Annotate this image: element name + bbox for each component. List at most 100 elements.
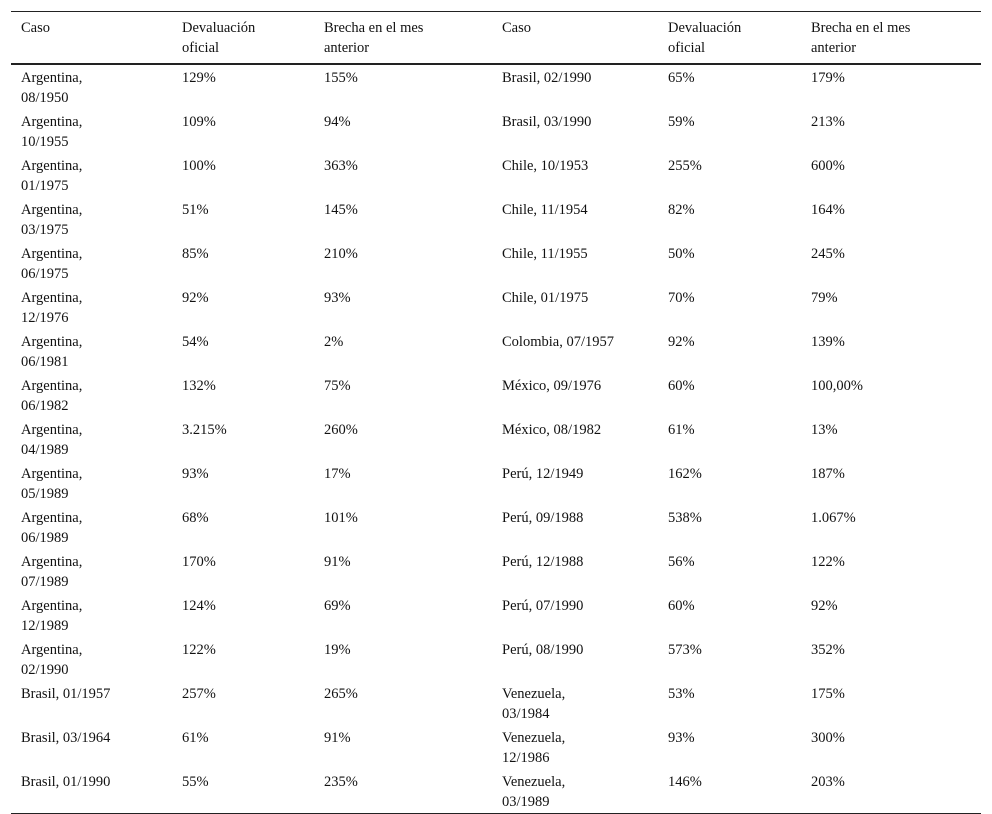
table-cell: Argentina, 08/1950 [21, 70, 83, 106]
table-cell: 129% [182, 70, 216, 86]
table-cell: 203% [811, 774, 845, 790]
table-cell: Argentina, 06/1975 [21, 246, 83, 282]
table-cell: Perú, 08/1990 [502, 642, 584, 658]
table-cell: 122% [182, 642, 216, 658]
table-cell: 79% [811, 290, 838, 306]
page: Caso Devaluación oficial Brecha en el mes … [11, 11, 981, 814]
table-cell: 54% [182, 334, 209, 350]
table-row: Argentina, 10/1955 109% 94% Brasil, 03/1990… [11, 109, 981, 153]
table-cell: 213% [811, 114, 845, 130]
table-cell: 210% [324, 246, 358, 262]
table-cell: Chile, 01/1975 [502, 290, 589, 306]
table-cell: 146% [668, 774, 702, 790]
table-cell: 92% [668, 334, 695, 350]
table-row: Argentina, 12/1989 124% 69% Perú, 07/1990 60… [11, 593, 981, 637]
table-cell: 260% [324, 422, 358, 438]
table-cell: 19% [324, 642, 351, 658]
table-cell: 92% [811, 598, 838, 614]
table-cell: Brasil, 03/1990 [502, 114, 592, 130]
table-cell: 109% [182, 114, 216, 130]
header-cell: Brecha en el mes anterior [801, 11, 981, 65]
table-cell: Perú, 09/1988 [502, 510, 584, 526]
table-cell: 122% [811, 554, 845, 570]
table-cell: Brasil, 01/1990 [21, 774, 111, 790]
table-cell: 93% [324, 290, 351, 306]
table-cell: Argentina, 10/1955 [21, 114, 83, 150]
table-cell: 53% [668, 686, 695, 702]
table-cell: Perú, 12/1949 [502, 466, 584, 482]
table-row: Argentina, 03/1975 51% 145% Chile, 11/1954 8… [11, 197, 981, 241]
table-cell: 1.067% [811, 510, 856, 526]
table-cell: Perú, 12/1988 [502, 554, 584, 570]
table-cell: 60% [668, 378, 695, 394]
table-cell: 101% [324, 510, 358, 526]
table-cell: 538% [668, 510, 702, 526]
table-cell: 51% [182, 202, 209, 218]
header-row: Caso Devaluación oficial Brecha en el mes … [11, 11, 981, 65]
table-cell: 255% [668, 158, 702, 174]
table-cell: 60% [668, 598, 695, 614]
table-cell: 124% [182, 598, 216, 614]
table-cell: 100% [182, 158, 216, 174]
table-row: Argentina, 08/1950 129% 155% Brasil, 02/199… [11, 64, 981, 109]
table-cell: Argentina, 07/1989 [21, 554, 83, 590]
table-cell: 68% [182, 510, 209, 526]
table-row: Argentina, 02/1990 122% 19% Perú, 08/1990 57… [11, 637, 981, 681]
table-cell: Venezuela, 03/1984 [502, 686, 566, 722]
table-cell: Chile, 10/1953 [502, 158, 589, 174]
table-cell: Argentina, 01/1975 [21, 158, 83, 194]
table-cell: Argentina, 06/1982 [21, 378, 83, 414]
data-table: Caso Devaluación oficial Brecha en el mes … [11, 11, 981, 814]
table-header: Caso Devaluación oficial Brecha en el mes … [11, 11, 981, 65]
table-cell: 139% [811, 334, 845, 350]
table-cell: 145% [324, 202, 358, 218]
table-cell: 100,00% [811, 378, 863, 394]
table-cell: 265% [324, 686, 358, 702]
table-cell: Colombia, 07/1957 [502, 334, 614, 350]
header-cell: Caso [492, 11, 658, 65]
table-cell: 164% [811, 202, 845, 218]
header-cell: Brecha en el mes anterior [314, 11, 492, 65]
table-cell: Argentina, 12/1989 [21, 598, 83, 634]
table-cell: 3.215% [182, 422, 227, 438]
table-cell: 170% [182, 554, 216, 570]
table-cell: Argentina, 04/1989 [21, 422, 83, 458]
table-cell: 50% [668, 246, 695, 262]
table-cell: 600% [811, 158, 845, 174]
table-cell: 94% [324, 114, 351, 130]
table-cell: 59% [668, 114, 695, 130]
header-cell: Devaluación oficial [172, 11, 314, 65]
table-cell: 61% [668, 422, 695, 438]
table-cell: 91% [324, 730, 351, 746]
table-cell: 175% [811, 686, 845, 702]
table-cell: 17% [324, 466, 351, 482]
table-cell: 93% [668, 730, 695, 746]
table-row: Brasil, 01/1957 257% 265% Venezuela, 03/198… [11, 681, 981, 725]
table-row: Argentina, 06/1975 85% 210% Chile, 11/1955 5… [11, 241, 981, 285]
table-row: Argentina, 06/1989 68% 101% Perú, 09/1988 53… [11, 505, 981, 549]
table-cell: 61% [182, 730, 209, 746]
header-cell: Caso [11, 11, 172, 65]
table-cell: 573% [668, 642, 702, 658]
table-row: Argentina, 07/1989 170% 91% Perú, 12/1988 56… [11, 549, 981, 593]
table-cell: Argentina, 06/1981 [21, 334, 83, 370]
table-cell: 235% [324, 774, 358, 790]
table-cell: 2% [324, 334, 344, 350]
table-cell: Chile, 11/1955 [502, 246, 588, 262]
table-body: Argentina, 08/1950 129% 155% Brasil, 02/199… [11, 64, 981, 814]
table-cell: Venezuela, 03/1989 [502, 774, 566, 810]
table-cell: Perú, 07/1990 [502, 598, 584, 614]
table-cell: 93% [182, 466, 209, 482]
table-cell: 155% [324, 70, 358, 86]
table-row: Brasil, 03/1964 61% 91% Venezuela, 12/1986 9… [11, 725, 981, 769]
table-cell: 56% [668, 554, 695, 570]
table-cell: Argentina, 05/1989 [21, 466, 83, 502]
table-cell: Brasil, 02/1990 [502, 70, 592, 86]
table-cell: 55% [182, 774, 209, 790]
table-cell: Argentina, 03/1975 [21, 202, 83, 238]
table-cell: Argentina, 02/1990 [21, 642, 83, 678]
table-cell: 65% [668, 70, 695, 86]
table-cell: 132% [182, 378, 216, 394]
table-cell: Venezuela, 12/1986 [502, 730, 566, 766]
table-cell: 85% [182, 246, 209, 262]
